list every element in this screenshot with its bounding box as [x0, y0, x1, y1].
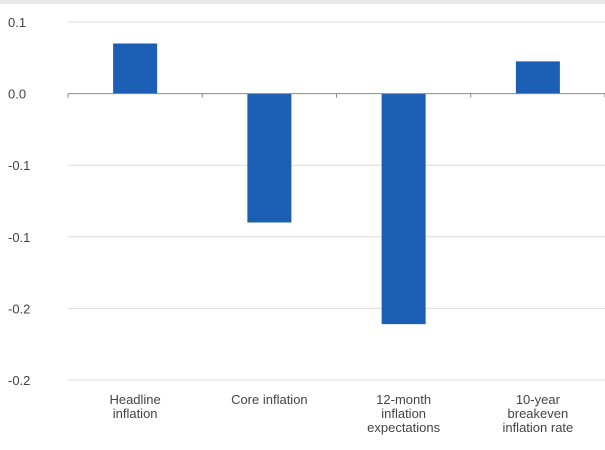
bar — [381, 93, 426, 325]
axis-layer — [67, 93, 605, 98]
x-category-label-line: Core inflation — [231, 392, 308, 407]
x-category-label-line: inflation — [113, 406, 158, 421]
x-category-label: 12-month inflation expectations — [367, 392, 440, 435]
y-tick-label: -0.2 — [8, 301, 30, 316]
bar — [247, 93, 292, 223]
grid-layer — [68, 21, 605, 381]
x-category-label: Core inflation — [231, 392, 308, 407]
x-category-label-line: 12-month — [376, 392, 431, 407]
y-tick-label: -0.2 — [8, 373, 30, 388]
x-category-label-line: breakeven — [508, 406, 569, 421]
x-category-label-line: inflation — [381, 406, 426, 421]
y-tick-label: -0.1 — [8, 158, 30, 173]
x-category-label-line: expectations — [367, 420, 440, 435]
top-border-strip — [0, 0, 605, 4]
x-category-label: 10-year breakeven inflation rate — [502, 392, 573, 435]
y-tick-label: -0.1 — [8, 230, 30, 245]
bar-layer — [113, 43, 560, 325]
x-category-label-line: Headline — [109, 392, 160, 407]
bar — [113, 43, 158, 94]
bar — [515, 61, 560, 94]
y-tick-label: 0.1 — [8, 15, 26, 30]
y-tick-label: 0.0 — [8, 87, 26, 102]
x-category-label-line: 10-year — [516, 392, 561, 407]
x-category-label: Headline inflation — [109, 392, 160, 421]
x-category-label-line: inflation rate — [502, 420, 573, 435]
